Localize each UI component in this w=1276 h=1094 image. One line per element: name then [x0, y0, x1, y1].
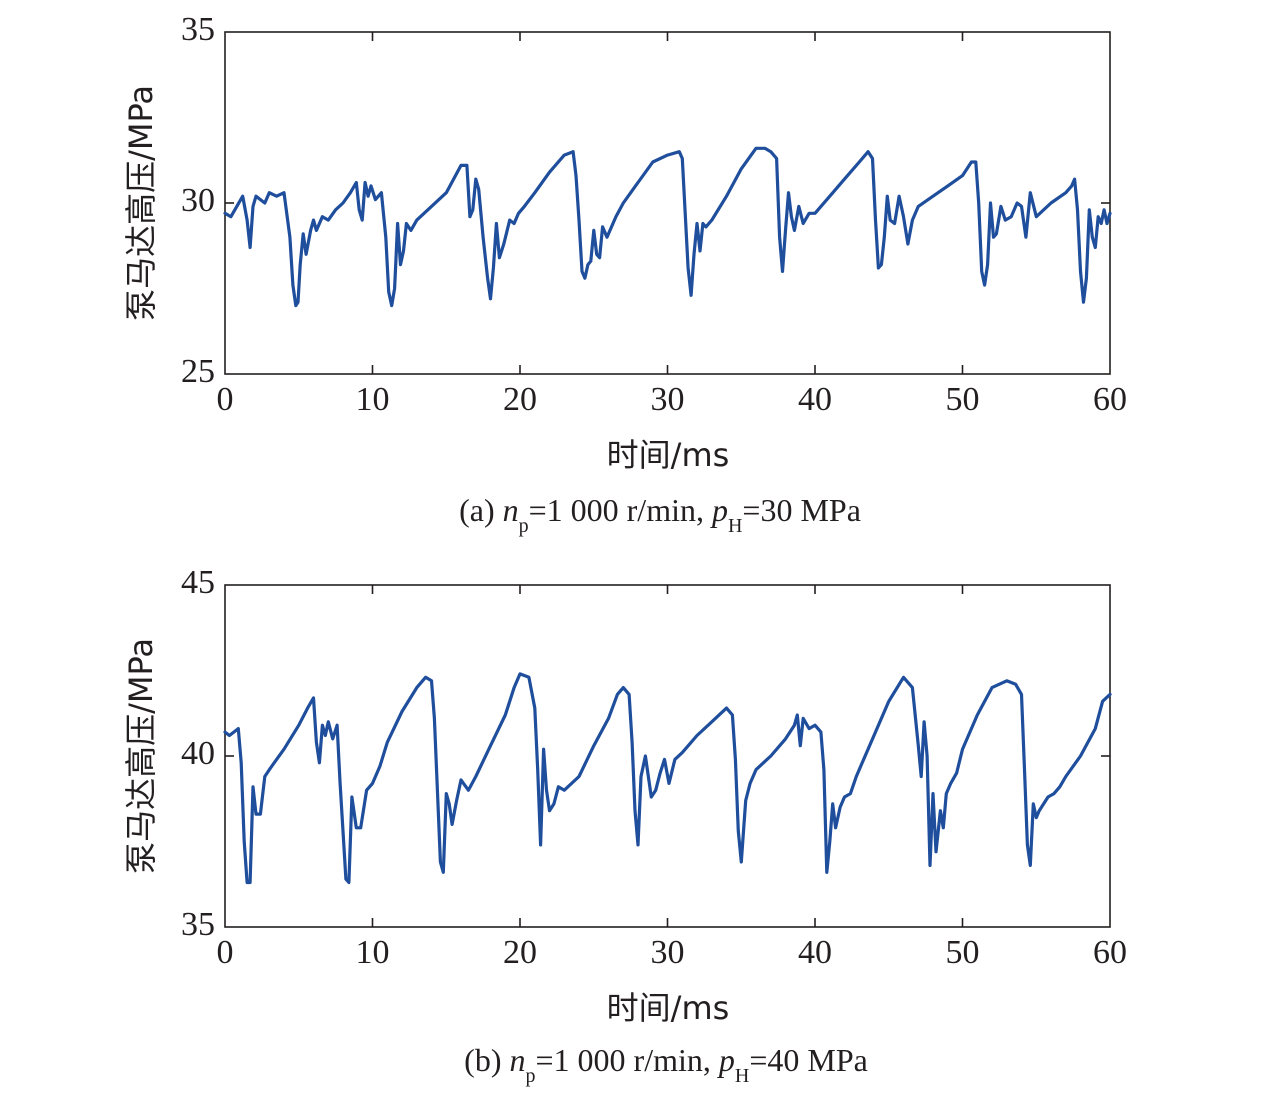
- x-tick-label: 0: [217, 381, 234, 418]
- chart-panel-b: 0 10 20 30 40 50 60 35 40 45 泵马达高压/MPa 时间/ms (b)…: [122, 564, 1127, 1087]
- plot-area-frame: [224, 584, 1111, 928]
- x-tick-label: 30: [651, 934, 685, 971]
- y-tick-label: 25: [181, 353, 215, 390]
- x-axis-label: 时间/ms: [607, 989, 730, 1027]
- caption-mid: =1 000 r/min,: [529, 492, 712, 528]
- caption-p: p: [717, 1042, 735, 1078]
- y-tick-label: 40: [181, 735, 215, 772]
- x-tick-label: 10: [356, 934, 390, 971]
- x-tick-label: 40: [798, 381, 832, 418]
- chart-panel-a: 0 10 20 30 40 50 60 25 30 35 泵马达高压/MPa 时间/ms (a)…: [122, 11, 1127, 537]
- axis-ticks: [225, 585, 1110, 927]
- caption-p-sub: H: [728, 515, 742, 537]
- x-tick-label: 50: [946, 934, 980, 971]
- caption-n-sub: p: [525, 1065, 535, 1087]
- x-tick-label: 50: [946, 381, 980, 418]
- y-tick-label: 35: [181, 11, 215, 48]
- caption-prefix: (b): [464, 1042, 509, 1078]
- panel-caption: (b) np=1 000 r/min, pH=40 MPa: [464, 1042, 868, 1087]
- y-tick-label: 45: [181, 564, 215, 601]
- caption-p: p: [710, 492, 728, 528]
- x-tick-labels: 0 10 20 30 40 50 60: [217, 934, 1128, 971]
- y-tick-label: 35: [181, 906, 215, 943]
- caption-suffix: =30 MPa: [742, 492, 861, 528]
- x-tick-label: 40: [798, 934, 832, 971]
- x-tick-label: 60: [1093, 381, 1127, 418]
- x-tick-label: 0: [217, 934, 234, 971]
- series-line: [223, 146, 1112, 308]
- y-tick-labels: 25 30 35: [181, 11, 215, 390]
- x-tick-label: 20: [503, 381, 537, 418]
- caption-suffix: =40 MPa: [749, 1042, 868, 1078]
- y-axis-label: 泵马达高压/MPa: [122, 638, 160, 874]
- y-tick-labels: 35 40 45: [181, 564, 215, 943]
- x-tick-label: 60: [1093, 934, 1127, 971]
- caption-n: n: [503, 492, 519, 528]
- x-tick-label: 30: [651, 381, 685, 418]
- series-line: [223, 672, 1112, 885]
- x-tick-labels: 0 10 20 30 40 50 60: [217, 381, 1128, 418]
- caption-n: n: [509, 1042, 525, 1078]
- y-axis-label: 泵马达高压/MPa: [122, 85, 160, 321]
- caption-mid: =1 000 r/min,: [535, 1042, 718, 1078]
- x-tick-label: 20: [503, 934, 537, 971]
- caption-prefix: (a): [459, 492, 503, 528]
- x-axis-label: 时间/ms: [607, 436, 730, 474]
- axis-ticks: [225, 32, 1110, 374]
- caption-n-sub: p: [519, 515, 529, 537]
- y-tick-label: 30: [181, 182, 215, 219]
- caption-p-sub: H: [735, 1065, 749, 1087]
- x-tick-label: 10: [356, 381, 390, 418]
- panel-caption: (a) np=1 000 r/min, pH=30 MPa: [459, 492, 861, 537]
